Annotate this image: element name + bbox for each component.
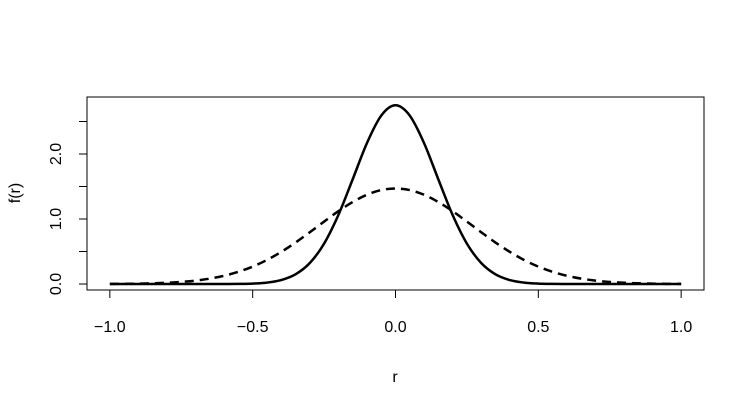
x-tick-label: 1.0 (670, 319, 692, 336)
y-tick-label: 1.0 (48, 208, 65, 230)
x-tick-label: 0.5 (527, 319, 549, 336)
x-axis-label: r (392, 369, 398, 386)
y-axis-label: f(r) (7, 183, 24, 203)
x-tick-label: −0.5 (237, 319, 269, 336)
y-tick-label: 0.0 (48, 273, 65, 295)
y-tick-label: 2.0 (48, 143, 65, 165)
density-line (109, 187, 682, 286)
plot-frame (86, 96, 705, 291)
x-tick-label: 0.0 (384, 319, 406, 336)
x-tick-label: −1.0 (94, 319, 126, 336)
density-line (109, 104, 682, 286)
